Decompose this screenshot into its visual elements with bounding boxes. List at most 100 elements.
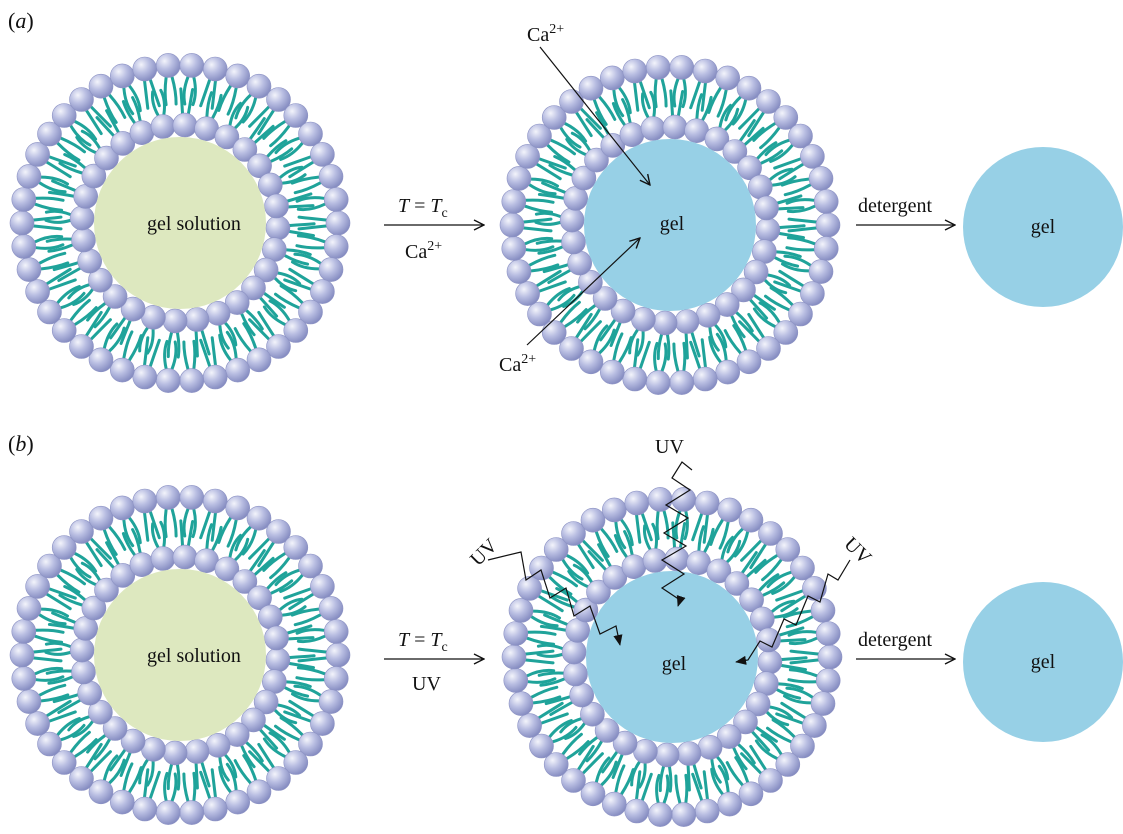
lipid-tail xyxy=(170,772,178,803)
lipid-tail xyxy=(766,273,792,287)
core-label: gel solution xyxy=(147,645,241,667)
lipid-tail xyxy=(121,532,136,557)
lipid-head xyxy=(817,644,843,670)
lipid-tail xyxy=(535,239,563,245)
lipid-tail xyxy=(543,613,569,626)
lipid-head xyxy=(527,123,552,149)
lipid-tail xyxy=(257,742,275,769)
lipid-tail xyxy=(780,664,807,672)
lipid-head xyxy=(508,691,534,716)
lipid-tail xyxy=(528,183,557,196)
lipid-tail xyxy=(785,686,814,699)
core-gel-solution xyxy=(94,137,266,309)
lipid-head xyxy=(501,644,527,670)
lipid-tail xyxy=(241,96,258,124)
lipid-tail xyxy=(702,513,709,544)
lipid-head xyxy=(716,724,742,749)
lipid-tail xyxy=(296,202,327,212)
lipid-tail xyxy=(233,327,252,353)
lipid-tail xyxy=(283,686,310,698)
lipid-tail xyxy=(283,254,310,266)
lipid-head xyxy=(790,555,815,581)
lipid-tail xyxy=(263,292,286,309)
lipid-tail xyxy=(143,768,150,799)
lipid-tail xyxy=(218,333,232,362)
lipid-tail xyxy=(59,291,86,310)
lipid-tail xyxy=(75,135,97,154)
lipid-tail xyxy=(537,245,564,255)
lipid-head xyxy=(654,742,680,768)
lipid-head xyxy=(722,139,748,164)
lipid-tail xyxy=(565,554,590,575)
lipid-tail xyxy=(524,198,555,204)
lipid-head xyxy=(37,553,62,579)
lipid-tail xyxy=(102,96,118,124)
lipid-head xyxy=(619,122,645,147)
lipid-tail xyxy=(233,759,252,785)
lipid-tail xyxy=(148,338,161,368)
lipid-tail xyxy=(45,160,72,179)
lipid-tail xyxy=(38,683,67,697)
lipid-tail xyxy=(640,512,653,542)
lipid-tail xyxy=(39,693,70,703)
lipid-head xyxy=(773,320,799,345)
lipid-head xyxy=(246,779,272,805)
lipid-tail xyxy=(689,340,702,370)
lipid-tail xyxy=(672,342,680,373)
lipid-head xyxy=(508,598,534,623)
lipid-tail xyxy=(56,141,81,162)
lipid-tail xyxy=(241,528,258,556)
lipid-tail xyxy=(548,575,573,596)
lipid-head xyxy=(266,519,291,544)
lipid-head xyxy=(647,802,673,827)
lipid-head xyxy=(110,131,136,156)
lipid-head xyxy=(529,733,554,759)
lipid-head xyxy=(610,298,636,324)
lipid-head xyxy=(731,277,756,303)
lipid-head xyxy=(69,637,95,663)
lipid-tail xyxy=(143,79,150,110)
lipid-tail xyxy=(536,652,564,658)
lipid-head xyxy=(205,300,231,326)
lipid-head xyxy=(214,556,240,582)
lipid-tail xyxy=(563,308,588,328)
lipid-tail xyxy=(34,628,65,634)
lipid-tail xyxy=(109,748,127,772)
lipid-tail xyxy=(787,630,818,637)
lipid-tail xyxy=(723,329,742,355)
lipid-tail xyxy=(228,101,242,127)
lipid-tail xyxy=(684,332,689,360)
lipid-tail xyxy=(226,86,238,116)
lipid-head xyxy=(265,647,291,673)
lipid-head xyxy=(232,137,258,162)
lipid-tail xyxy=(785,246,816,252)
lipid-tail xyxy=(176,331,181,359)
lipid-head xyxy=(671,802,697,827)
lipid-tail xyxy=(187,520,195,547)
lipid-tail xyxy=(549,293,576,312)
lipid-tail xyxy=(754,739,779,760)
lipid-head xyxy=(202,364,228,390)
lipid-head xyxy=(110,563,136,588)
condition-detergent: detergent xyxy=(858,195,932,217)
lipid-head xyxy=(88,779,114,805)
lipid-head xyxy=(37,731,62,757)
lipid-tail xyxy=(741,551,758,574)
lipid-tail xyxy=(779,638,807,643)
lipid-head xyxy=(323,234,349,259)
lipid-tail xyxy=(697,525,705,552)
lipid-tail xyxy=(660,342,668,373)
lipid-tail xyxy=(703,527,715,554)
lipid-head xyxy=(517,713,542,738)
calcium-ion-label-top: Ca2+ xyxy=(527,22,564,46)
lipid-tail xyxy=(38,251,67,265)
lipid-tail xyxy=(618,86,632,115)
lipid-tail xyxy=(708,335,722,364)
lipid-tail xyxy=(769,143,794,163)
lipid-tail xyxy=(33,666,64,676)
lipid-tail xyxy=(786,204,817,214)
lipid-head xyxy=(241,707,266,733)
lipid-head xyxy=(645,55,671,80)
lipid-tail xyxy=(143,336,150,367)
lipid-tail xyxy=(541,181,567,194)
